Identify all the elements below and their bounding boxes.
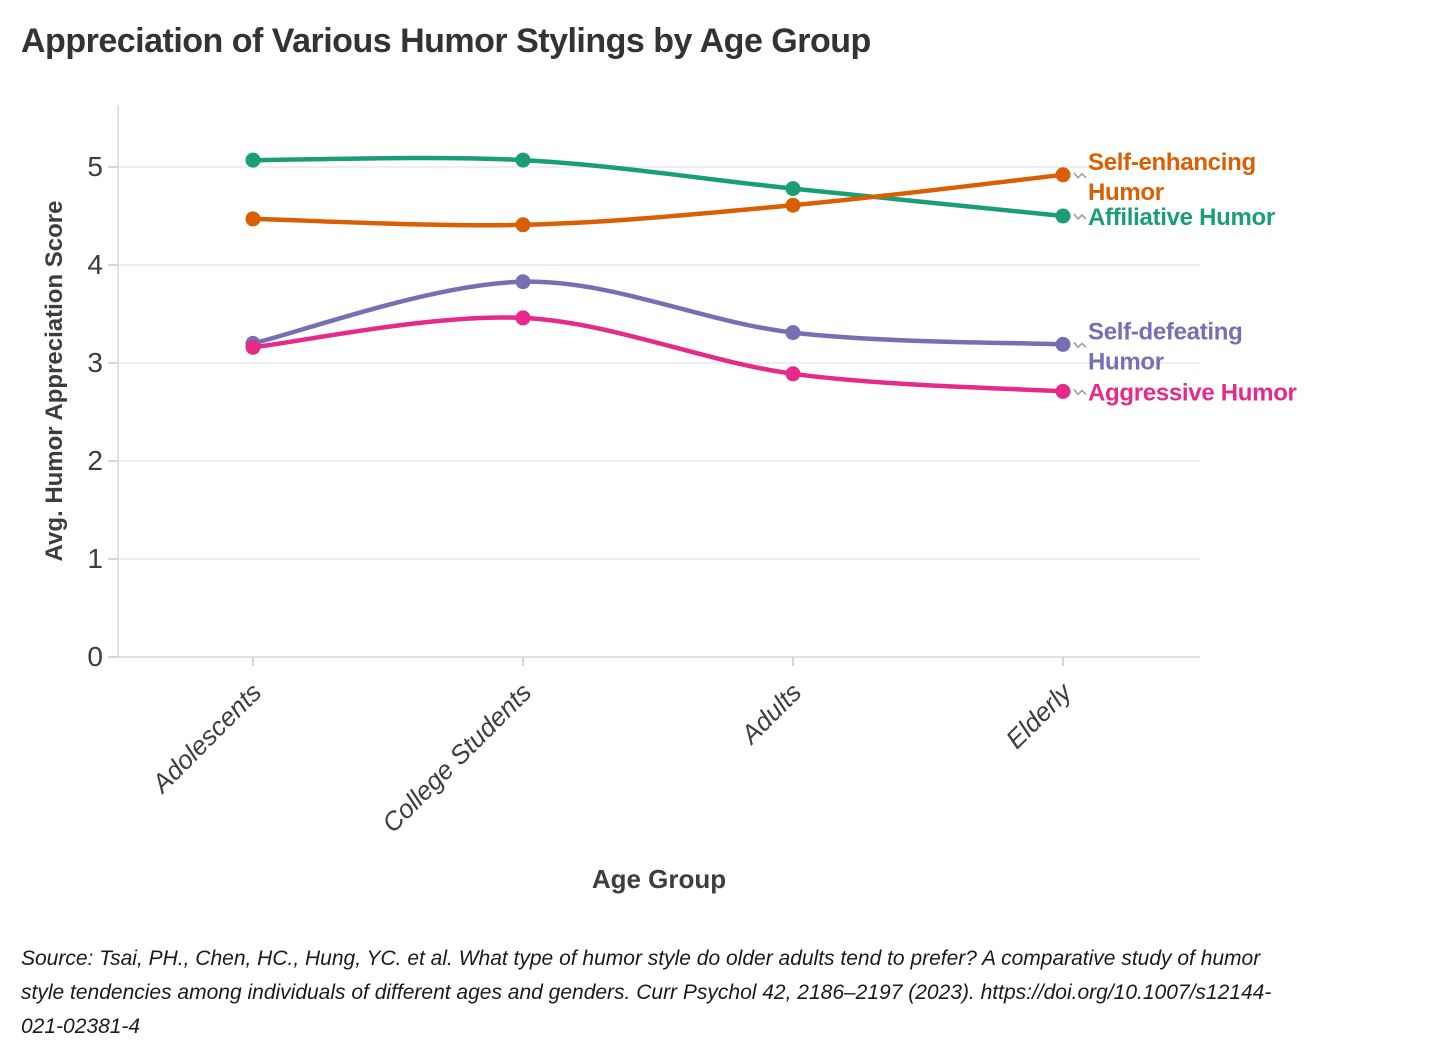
y-tick-label-5: 5 xyxy=(87,151,103,182)
label-connector-affiliative-humor xyxy=(1073,213,1087,220)
x-axis-title: Age Group xyxy=(592,864,726,894)
chart-title: Appreciation of Various Humor Stylings b… xyxy=(21,22,871,60)
x-category-label-adults: Adults xyxy=(734,677,808,751)
series-line-affiliative-humor xyxy=(250,155,1066,219)
humor-line-chart: 0 1 2 3 4 5 Adolescents College Students Adults E… xyxy=(41,105,1297,894)
y-tick-label-3: 3 xyxy=(87,347,103,378)
data-point-aggressive-humor-elderly xyxy=(1055,383,1071,399)
source-citation: Source: Tsai, PH., Chen, HC., Hung, YC. … xyxy=(21,942,1435,1044)
data-point-aggressive-humor-adolescents xyxy=(245,339,261,355)
series-aggressive-humor: Aggressive Humor xyxy=(245,310,1297,406)
series-label-self-enhancing-humor-line1: Self-enhancing xyxy=(1088,149,1256,176)
series-label-self-defeating-humor-line2: Humor xyxy=(1088,348,1164,375)
data-point-affiliative-humor-college-students xyxy=(515,152,531,168)
series-self-enhancing-humor: Self-enhancing Humor xyxy=(245,149,1256,233)
x-category-label-elderly: Elderly xyxy=(1000,676,1079,755)
series-line-self-defeating-humor xyxy=(250,279,1066,347)
y-axis-title: Avg. Humor Appreciation Score xyxy=(41,201,68,562)
series-label-affiliative-humor: Affiliative Humor xyxy=(1088,204,1275,231)
data-point-self-defeating-humor-elderly xyxy=(1055,336,1071,352)
data-point-affiliative-humor-elderly xyxy=(1055,208,1071,224)
series-self-defeating-humor: Self-defeating Humor xyxy=(245,274,1243,375)
label-connector-aggressive-humor xyxy=(1073,388,1087,396)
x-category-label-adolescents: Adolescents xyxy=(144,677,267,800)
data-point-self-enhancing-humor-elderly xyxy=(1055,167,1071,183)
y-tick-label-1: 1 xyxy=(87,543,103,574)
data-point-self-defeating-humor-college-students xyxy=(515,274,531,290)
y-tick-label-0: 0 xyxy=(87,641,103,672)
label-connector-self-enhancing-humor xyxy=(1073,172,1087,179)
y-tick-label-2: 2 xyxy=(87,445,103,476)
data-point-aggressive-humor-adults xyxy=(785,366,801,382)
source-line-2: style tendencies among individuals of di… xyxy=(21,981,1272,1004)
x-category-label-college-students: College Students xyxy=(376,677,537,838)
series-label-self-defeating-humor-line1: Self-defeating xyxy=(1088,318,1242,345)
data-point-affiliative-humor-adults xyxy=(785,181,801,197)
data-point-affiliative-humor-adolescents xyxy=(245,152,261,168)
series-affiliative-humor: Affiliative Humor xyxy=(245,152,1275,231)
series-line-aggressive-humor xyxy=(250,315,1066,394)
source-line-3: 021-02381-4 xyxy=(21,1015,141,1038)
series-label-self-enhancing-humor-line2: Humor xyxy=(1088,179,1164,206)
data-point-self-enhancing-humor-adults xyxy=(785,197,801,213)
data-point-aggressive-humor-college-students xyxy=(515,310,531,326)
label-connector-self-defeating-humor xyxy=(1073,341,1087,349)
series-label-aggressive-humor: Aggressive Humor xyxy=(1088,379,1297,406)
y-tick-label-4: 4 xyxy=(87,249,103,280)
data-point-self-enhancing-humor-adolescents xyxy=(245,211,261,227)
source-line-1: Source: Tsai, PH., Chen, HC., Hung, YC. … xyxy=(21,947,1261,970)
series-line-self-enhancing-humor xyxy=(250,172,1066,228)
data-point-self-defeating-humor-adults xyxy=(785,325,801,341)
data-point-self-enhancing-humor-college-students xyxy=(515,217,531,233)
